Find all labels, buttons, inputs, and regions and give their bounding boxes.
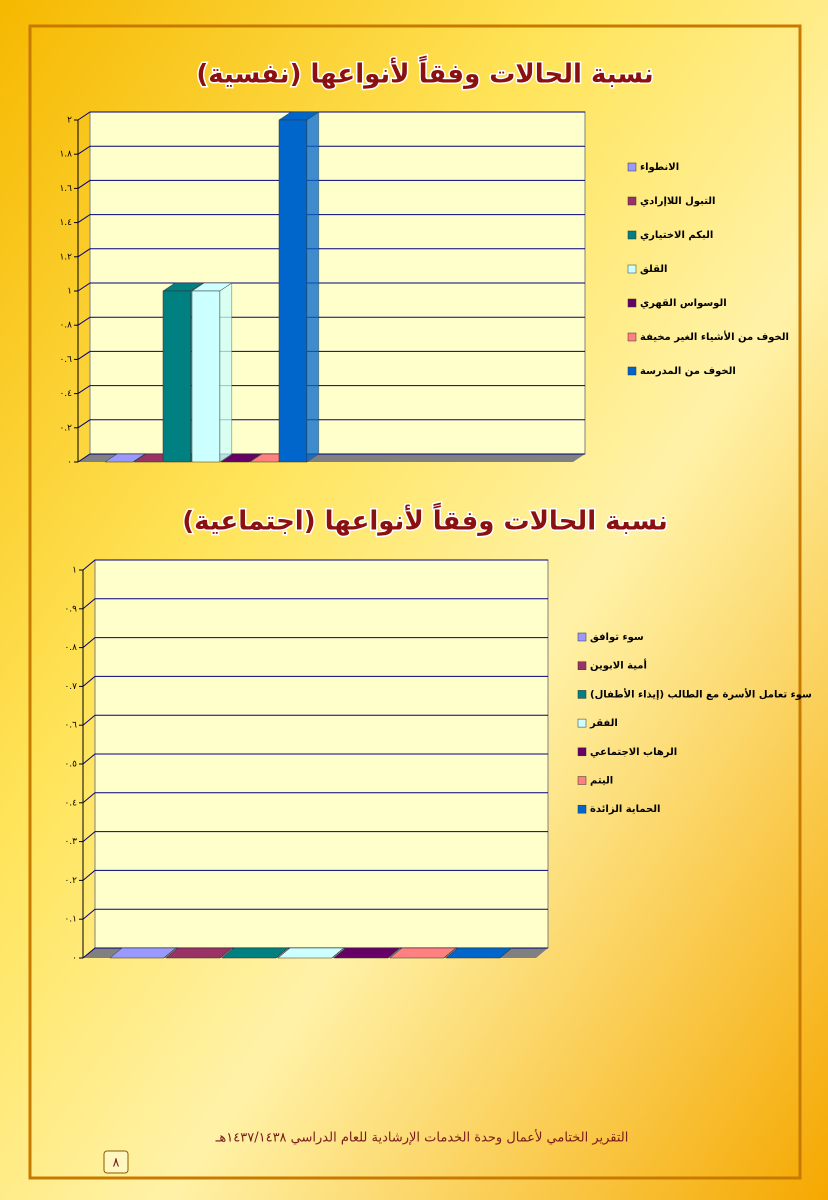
legend-swatch — [577, 632, 587, 642]
legend-label: اليتم — [590, 776, 613, 787]
y-tick-label: ٠.٧ — [64, 682, 77, 692]
grid-line — [77, 248, 585, 258]
legend-label: سوء توافق — [590, 632, 644, 643]
legend-label: الوسواس القهري — [640, 298, 727, 309]
legend-label: البكم الاختياري — [640, 230, 713, 241]
grid-line — [77, 419, 585, 429]
bar — [191, 290, 221, 463]
y-tick-label: ٠ — [67, 458, 72, 468]
legend-swatch — [577, 690, 587, 699]
legend-label: الخوف من الأشياء الغير مخيفة — [640, 330, 789, 343]
y-tick-label: ٠.٢ — [59, 423, 72, 433]
y-tick-label: ١.٢ — [59, 252, 72, 262]
legend-label: القلق — [640, 264, 667, 275]
legend-swatch — [627, 366, 637, 376]
y-tick-label: ٠.٢ — [64, 876, 77, 886]
bar-side — [331, 947, 344, 959]
legend-swatch — [627, 230, 637, 240]
grid-line — [77, 145, 585, 155]
y-tick-label: ٠.٨ — [64, 643, 77, 653]
page-number: ٨ — [113, 1156, 120, 1171]
y-tick-label: ٠ — [72, 954, 77, 964]
legend-label: الرهاب الاجتماعي — [590, 747, 677, 758]
y-tick-label: ٠.١ — [64, 915, 77, 925]
legend-swatch — [627, 264, 637, 274]
grid-line — [77, 316, 585, 326]
legend-label: التبول اللاإرادي — [640, 196, 715, 207]
bar-side — [219, 947, 232, 959]
grid-line — [82, 714, 548, 726]
grid-line — [77, 453, 585, 463]
legend-swatch — [577, 804, 587, 814]
grid-line — [82, 792, 548, 804]
page-frame — [28, 24, 802, 1180]
y-tick-label: ٠.٨ — [59, 321, 72, 331]
footer: التقرير الختامي لأعمال وحدة الخدمات الإر… — [215, 1129, 629, 1146]
legend-swatch — [627, 332, 637, 342]
bar — [162, 290, 192, 463]
legend-swatch — [627, 196, 637, 206]
grid-line — [82, 869, 548, 881]
grid-line — [82, 637, 548, 648]
grid-line — [77, 385, 585, 395]
y-tick-label: ٠.٦ — [59, 355, 72, 365]
legend-swatch — [577, 776, 587, 785]
y-tick-label: ٠.٣ — [64, 837, 77, 847]
y-tick-label: ٠.٤ — [64, 798, 77, 808]
legend-label: الفقر — [589, 718, 618, 729]
page-number-box — [103, 1150, 129, 1174]
legend-swatch — [577, 661, 587, 670]
bar — [278, 119, 308, 463]
bar-side — [443, 947, 456, 959]
legend-label: أمية الابوين — [590, 659, 647, 672]
legend-label: الخوف من المدرسة — [640, 366, 736, 377]
y-tick-label: ٠.٦ — [64, 721, 77, 731]
y-tick-label: ٠.٩ — [64, 604, 77, 614]
grid-line — [82, 559, 548, 571]
grid-line — [77, 350, 585, 360]
y-tick-label: ٢ — [67, 116, 72, 126]
bar-side — [275, 947, 288, 959]
y-tick-label: ١.٨ — [59, 150, 72, 160]
legend-label: الانطواء — [640, 162, 679, 173]
y-tick-label: ١ — [67, 287, 72, 297]
grid-line — [77, 111, 585, 121]
chart-title: نسبة الحالات وفقاً لأنواعها (اجتماعية) — [182, 502, 668, 537]
grid-line — [77, 214, 585, 224]
bar-side — [387, 947, 400, 959]
bar-side — [219, 282, 233, 463]
legend-swatch — [627, 298, 637, 308]
grid-line — [82, 675, 548, 687]
bar-side — [132, 453, 145, 463]
y-tick-label: ١.٦ — [59, 184, 72, 194]
legend-swatch — [577, 747, 587, 757]
bar-side — [306, 111, 320, 463]
legend-swatch — [577, 718, 587, 728]
grid-line — [77, 179, 585, 189]
y-tick-label: ١ — [72, 566, 77, 576]
grid-line — [82, 598, 548, 610]
legend-swatch — [627, 162, 637, 172]
y-tick-label: ٠.٥ — [64, 760, 77, 770]
grid-line — [77, 282, 585, 292]
legend-label: الحماية الزائدة — [590, 804, 660, 815]
chart-title: نسبة الحالات وفقاً لأنواعها (نفسية) — [196, 55, 653, 90]
y-tick-label: ٠.٤ — [59, 389, 72, 399]
y-tick-label: ١.٤ — [59, 218, 72, 228]
grid-line — [82, 908, 548, 920]
grid-line — [82, 831, 548, 842]
legend-label: سوء تعامل الأسرة مع الطالب (إيذاء الأطفا… — [590, 687, 812, 700]
bar-side — [499, 947, 512, 959]
bar-side — [248, 453, 261, 463]
bar-side — [163, 947, 176, 959]
grid-line — [82, 753, 548, 765]
